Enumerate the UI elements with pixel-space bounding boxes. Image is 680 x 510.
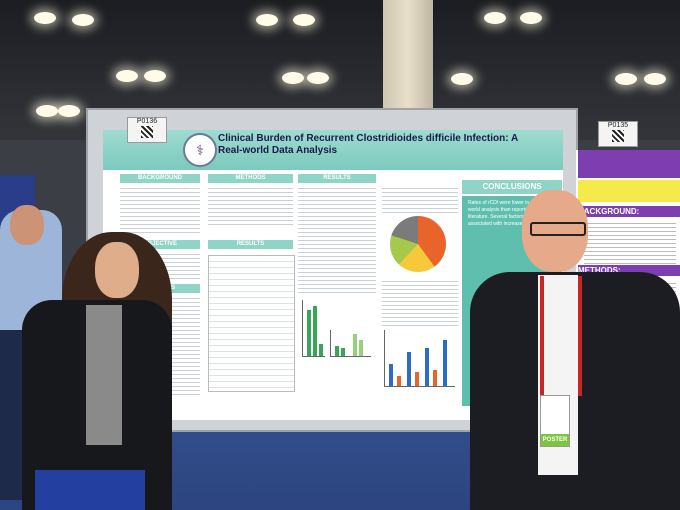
chart-bar [433,370,437,386]
neighbor-poster-tag: P0135 [598,121,638,147]
qr-code-icon [141,126,153,138]
ceiling-light [72,14,94,26]
woman-jeans [35,470,145,510]
chart-bar [341,348,345,356]
section-text [382,278,458,326]
ceiling-light [116,70,138,82]
ceiling-light [451,73,473,85]
glasses-icon [530,222,586,236]
ceiling-light [293,14,315,26]
section-heading: METHODS [208,174,293,183]
pie-chart [390,216,446,272]
section-text [120,185,200,235]
chart-bar [359,340,363,356]
poster-number-tag: P0136 [127,117,167,143]
chart-bar [443,340,447,386]
neighbor-heading: BACKGROUND: [578,206,680,217]
chart-bar [307,310,311,356]
ceiling-light [644,73,666,85]
chart-bar [397,376,401,386]
bar-chart [302,300,325,357]
ceiling-light [520,12,542,24]
poster-logo-icon: ⚕ [183,133,217,167]
poster-header-band [103,130,563,170]
ceiling-light [484,12,506,24]
section-heading: RESULTS [298,174,376,183]
man-face [522,190,588,272]
chart-bar [425,348,429,386]
name-badge: POSTER [540,395,570,447]
chart-bar [335,346,339,356]
section-text [208,185,293,225]
poster-number: P0136 [136,118,158,125]
section-heading: OBJECTIVE [120,240,200,249]
ceiling-light [256,14,278,26]
neighbor-heading: METHODS: [578,265,680,276]
data-table [208,255,295,392]
section-text [382,185,458,215]
chart-bar [415,372,419,386]
section-heading: BACKGROUND [120,174,200,183]
ceiling-light [615,73,637,85]
bar-chart [384,330,455,387]
ceiling-light [307,72,329,84]
woman-face [95,242,139,298]
neighbor-poster-banner [578,180,680,202]
chart-bar [407,352,411,386]
neighbor-text [584,220,676,264]
ceiling-light [34,12,56,24]
conclusions-heading: CONCLUSIONS [462,180,562,194]
ceiling-light [144,70,166,82]
chart-bar [389,364,393,386]
woman-shirt [86,305,122,445]
section-heading: RESULTS [208,240,293,249]
section-text [298,185,376,295]
bar-chart [330,330,371,357]
ceiling-light [58,105,80,117]
poster-title: Clinical Burden of Recurrent Clostridioi… [218,133,518,156]
ceiling-light [282,72,304,84]
neighbor-poster-header [578,150,680,178]
neighbor-poster-number: P0135 [607,122,629,129]
red-lanyard [540,276,582,396]
conclusions-text: Rates of rCDI were lower in this real-wo… [468,200,557,227]
chart-bar [313,306,317,356]
chart-bar [319,344,323,356]
chart-bar [353,334,357,356]
badge-strip: POSTER [541,434,569,446]
ceiling-light [36,105,58,117]
qr-code-icon [612,130,624,142]
background-attendee-head [10,205,44,245]
